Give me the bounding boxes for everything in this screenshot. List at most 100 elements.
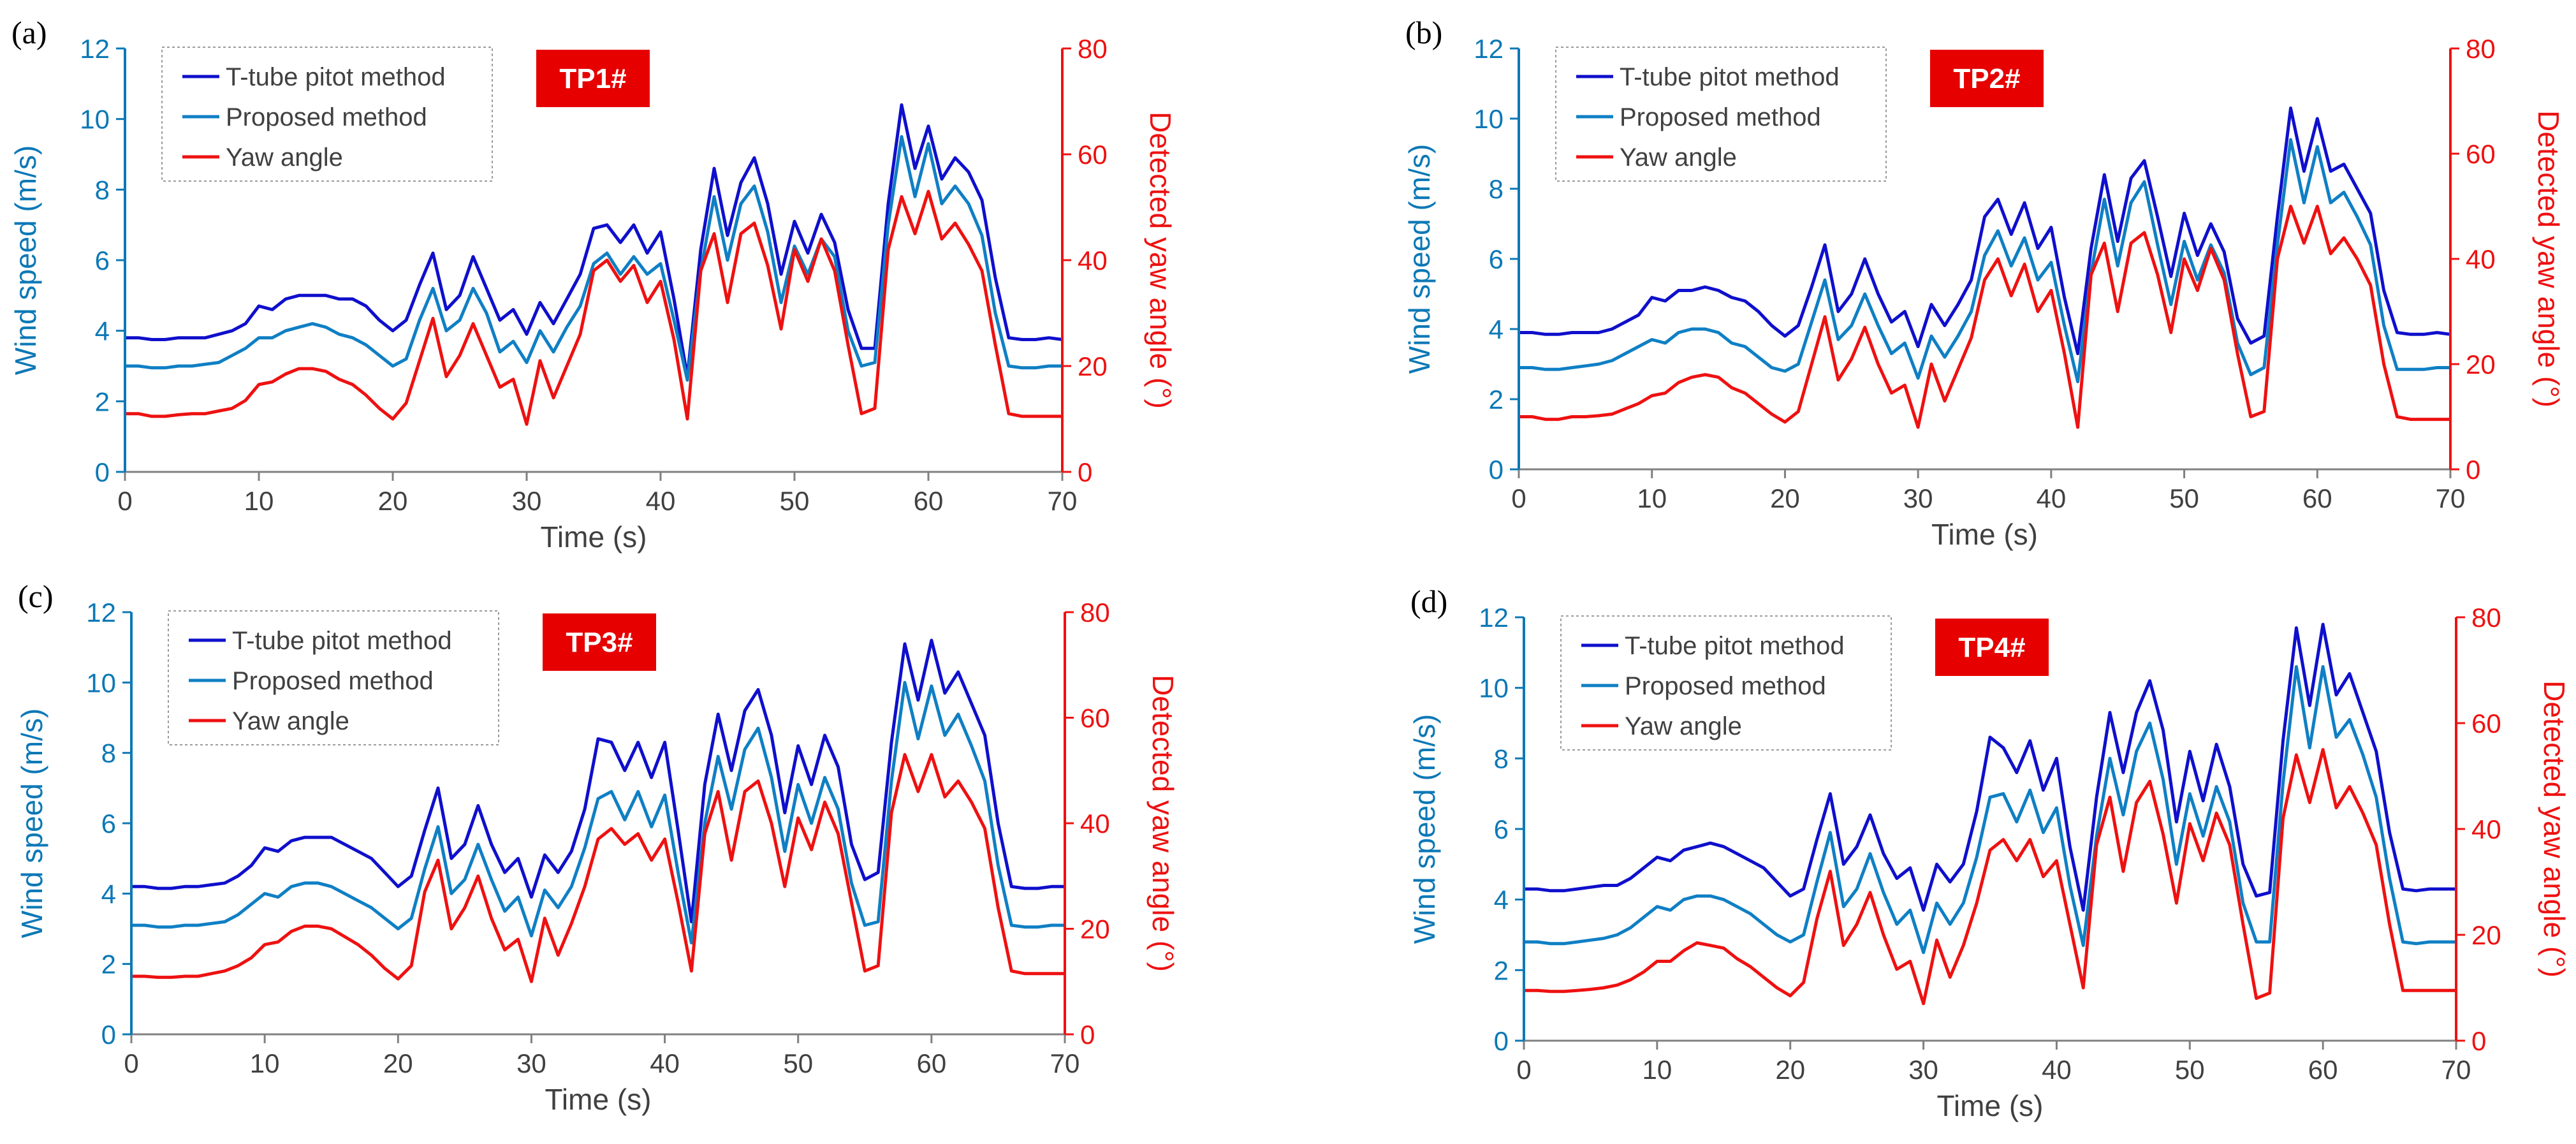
legend-label-1: T-tube pitot method [1620,63,1840,91]
series-line-3 [131,752,1065,983]
panel-label: (d) [1410,583,1447,619]
y2-tick-label: 80 [1078,34,1108,64]
x-tick-label: 50 [2169,483,2199,513]
y2-tick-label: 20 [2471,920,2501,950]
x-tick-label: 40 [2042,1055,2072,1085]
x-tick-label: 20 [378,486,408,516]
y-tick-label: 2 [101,950,116,979]
x-tick-label: 10 [1637,483,1667,513]
y2-tick-label: 40 [1078,246,1108,275]
y-tick-label: 0 [1494,1026,1509,1056]
y2-tick-label: 80 [2471,603,2501,633]
y-tick-label: 6 [1489,244,1504,274]
x-axis-title: Time (s) [1931,518,2038,551]
panel-label: (b) [1405,15,1442,50]
series-line-1 [125,103,1063,379]
right-axis-title: Detected yaw angle (°) [2532,110,2565,407]
legend-label-3: Yaw angle [226,143,343,172]
chart-panel-1: (a)0 10 20 30 40 50 60 70024681012020406080Time… [9,15,1177,554]
y-tick-label: 0 [101,1020,116,1050]
y-tick-label: 6 [101,809,116,839]
y2-tick-label: 20 [1078,351,1108,381]
left-axis-title: Wind speed (m/s) [1403,144,1436,374]
legend-label-3: Yaw angle [1625,712,1742,740]
x-tick-label: 70 [1048,486,1078,516]
y2-tick-label: 60 [1080,703,1110,733]
series-line-3 [125,189,1062,426]
x-tick-label: 10 [250,1048,280,1078]
legend-label-2: Proposed method [1625,672,1826,700]
legend-label-1: T-tube pitot method [232,627,452,655]
x-tick-label: 0 [1516,1055,1531,1085]
series-line-1 [1519,106,2451,355]
panel-label: (a) [11,15,47,50]
y-tick-label: 10 [86,668,116,698]
y2-tick-label: 20 [2466,349,2496,379]
y2-tick-label: 40 [1080,809,1110,839]
chart-panel-2: (b)0 10 20 30 40 50 60 70024681012020406080Time… [1403,15,2565,551]
series-line-3 [1524,748,2456,1006]
x-axis-title: Time (s) [541,520,647,554]
legend-label-3: Yaw angle [1620,143,1737,172]
y2-tick-label: 60 [2471,708,2501,738]
legend-label-2: Proposed method [1620,103,1821,131]
chart-panel-4: (d)0 10 20 30 40 50 60 70024681012020406080Time… [1408,583,2571,1122]
y2-tick-label: 80 [1080,598,1110,627]
y2-tick-label: 60 [2466,139,2496,169]
y2-tick-label: 80 [2466,34,2496,64]
y-tick-label: 8 [95,175,110,205]
y-tick-label: 2 [95,386,110,416]
y2-tick-label: 0 [2466,455,2480,485]
x-tick-label: 0 [1511,483,1526,513]
y-tick-label: 8 [101,738,116,768]
tp-badge [543,613,656,671]
x-tick-label: 30 [1908,1055,1938,1085]
legend-box [161,47,493,182]
series-line-1 [131,638,1065,923]
y-tick-label: 4 [1494,885,1509,915]
x-tick-label: 10 [244,486,274,516]
series-line-2 [1519,138,2450,383]
y-tick-label: 0 [95,457,110,487]
right-axis-title: Detected yaw angle (°) [1146,675,1180,972]
legend-label-2: Proposed method [232,667,434,695]
x-tick-label: 70 [2436,483,2466,513]
y2-tick-label: 40 [2466,244,2496,274]
tp-badge-label: TP2# [1953,63,2020,94]
y2-tick-label: 40 [2471,814,2501,844]
series-line-3 [1519,205,2450,429]
panel-label: (c) [18,578,54,614]
y-tick-label: 12 [1474,34,1504,64]
y2-tick-label: 60 [1078,140,1108,170]
x-axis-title: Time (s) [1937,1089,2044,1122]
x-tick-label: 40 [650,1048,680,1078]
x-tick-label: 50 [2175,1055,2205,1085]
legend-box [1560,615,1892,751]
x-tick-label: 70 [1050,1048,1080,1078]
x-tick-label: 0 [117,486,132,516]
left-axis-title: Wind speed (m/s) [9,145,42,375]
y2-tick-label: 0 [2471,1026,2486,1056]
x-tick-label: 30 [512,486,542,516]
left-axis-title: Wind speed (m/s) [1408,714,1441,944]
x-tick-label: 50 [783,1048,813,1078]
x-tick-label: 10 [1642,1055,1672,1085]
x-tick-label: 60 [2308,1055,2338,1085]
y-tick-label: 4 [95,316,110,346]
y-tick-label: 4 [1489,314,1504,344]
series-line-1 [1524,622,2456,912]
x-tick-label: 30 [516,1048,546,1078]
left-axis-title: Wind speed (m/s) [15,708,48,938]
x-tick-label: 40 [2036,483,2066,513]
tp-badge [1930,50,2044,107]
tp-badge-label: TP3# [566,627,633,658]
y2-tick-label: 20 [1080,914,1110,944]
chart-panel-3: (c)0 10 20 30 40 50 60 70024681012020406080Time… [15,578,1180,1116]
y-tick-label: 12 [1479,603,1509,633]
x-tick-label: 60 [916,1048,946,1078]
x-tick-label: 20 [1770,483,1800,513]
y-tick-label: 10 [1479,673,1509,703]
tp-badge-label: TP1# [559,63,626,94]
y-tick-label: 8 [1489,174,1504,204]
